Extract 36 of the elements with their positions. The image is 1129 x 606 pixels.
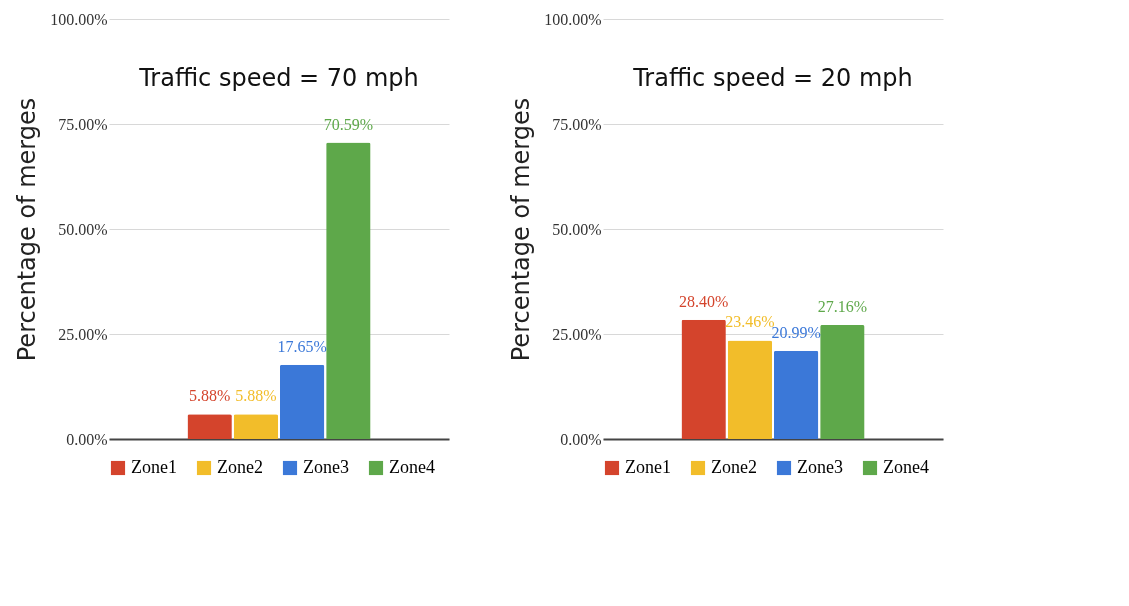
legend-label: Zone2 — [711, 457, 757, 477]
y-tick-label: 75.00% — [552, 115, 602, 133]
bar — [187, 414, 232, 439]
y-tick-label: 25.00% — [58, 325, 108, 343]
data-label: 27.16% — [817, 297, 868, 315]
bar — [727, 340, 773, 439]
y-tick-label: 100.00% — [50, 10, 108, 28]
bar — [279, 364, 325, 439]
bar — [233, 414, 279, 439]
data-label: 17.65% — [277, 337, 327, 355]
data-label: 5.88% — [235, 387, 277, 405]
y-axis-title: Percentage of merges — [507, 97, 536, 362]
text: Traffic speed = 20 mph — [632, 64, 913, 92]
text: Traffic speed = 70 mph — [138, 64, 419, 92]
y-tick-label: 100.00% — [544, 10, 602, 28]
legend-label: Zone4 — [389, 457, 435, 477]
data-label: 5.88% — [188, 387, 231, 405]
data-label: 70.59% — [323, 115, 374, 133]
y-tick-label: 75.00% — [58, 115, 108, 133]
bar — [681, 319, 726, 439]
bar — [326, 142, 371, 439]
y-tick-label: 50.00% — [58, 220, 108, 238]
data-label: 28.40% — [678, 292, 729, 310]
legend-label: Zone3 — [797, 457, 843, 477]
y-tick-label: 25.00% — [552, 325, 602, 343]
legend-label: Zone2 — [217, 457, 263, 477]
legend-label: Zone1 — [131, 457, 177, 477]
y-tick-label: 0.00% — [66, 430, 108, 448]
legend-label: Zone1 — [625, 457, 671, 477]
y-axis-title: Percentage of merges — [13, 97, 42, 362]
legend-label: Zone4 — [883, 457, 929, 477]
bar — [820, 324, 865, 439]
y-tick-label: 0.00% — [560, 430, 602, 448]
bar — [773, 350, 819, 439]
y-tick-label: 50.00% — [552, 220, 602, 238]
legend-label: Zone3 — [303, 457, 349, 477]
